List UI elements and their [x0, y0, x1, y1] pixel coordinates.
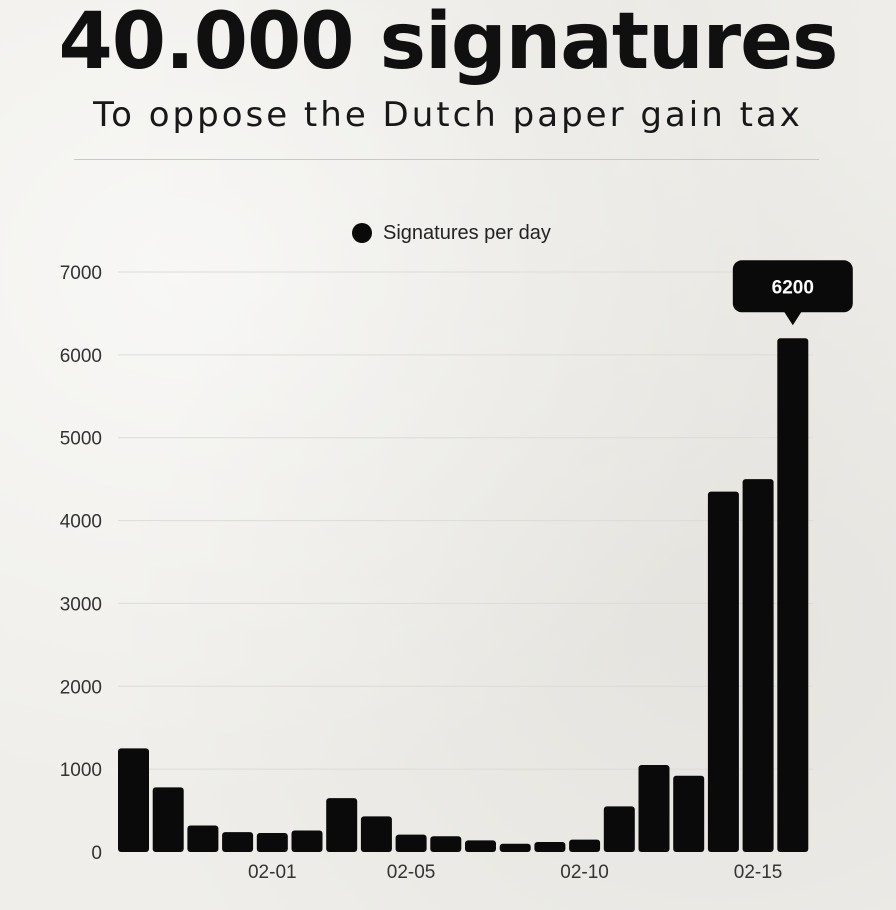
y-axis-labels: 0 1000 2000 3000 4000 5000 6000 7000	[60, 263, 102, 864]
value-callout: 6200	[732, 260, 853, 326]
page-subtitle: To oppose the Dutch paper gain tax	[93, 95, 803, 135]
bar	[638, 765, 670, 852]
legend-label: Signatures per day	[383, 222, 551, 244]
legend-marker	[352, 223, 372, 243]
x-tick-label: 02-10	[560, 862, 609, 883]
y-tick-label: 4000	[60, 512, 102, 533]
bar	[291, 830, 323, 852]
bar	[777, 338, 809, 852]
bar	[673, 775, 705, 852]
y-tick-label: 3000	[60, 594, 102, 615]
data-label: 6200	[772, 277, 814, 298]
bar	[222, 832, 254, 852]
y-tick-label: 5000	[60, 429, 102, 450]
y-tick-label: 1000	[60, 760, 102, 781]
x-tick-label: 02-01	[248, 862, 297, 883]
bar	[360, 816, 392, 852]
title-divider	[74, 159, 819, 160]
x-axis-labels: 02-01 02-05 02-10 02-15	[248, 862, 782, 883]
bar	[326, 798, 358, 852]
bar	[256, 832, 288, 852]
bars	[118, 338, 809, 852]
bar	[152, 787, 184, 852]
bar	[707, 491, 739, 852]
page-title: 40.000 signatures	[58, 0, 839, 87]
bar	[742, 479, 774, 852]
callout-box	[732, 260, 853, 313]
y-tick-label: 6000	[60, 346, 102, 367]
bar	[395, 834, 427, 852]
bar	[534, 842, 566, 852]
bar	[187, 825, 219, 852]
grid-lines	[118, 271, 813, 770]
x-tick-label: 02-05	[387, 862, 436, 883]
bar	[569, 839, 601, 852]
legend: Signatures per day	[352, 222, 551, 244]
y-tick-label: 0	[91, 843, 102, 864]
bar	[603, 806, 635, 852]
callout-pointer	[783, 311, 802, 326]
y-tick-label: 2000	[60, 677, 102, 698]
bar	[465, 840, 496, 852]
bar	[430, 836, 462, 852]
bar	[499, 843, 531, 852]
bar	[118, 748, 149, 852]
y-tick-label: 7000	[60, 263, 102, 284]
x-tick-label: 02-15	[734, 862, 783, 883]
